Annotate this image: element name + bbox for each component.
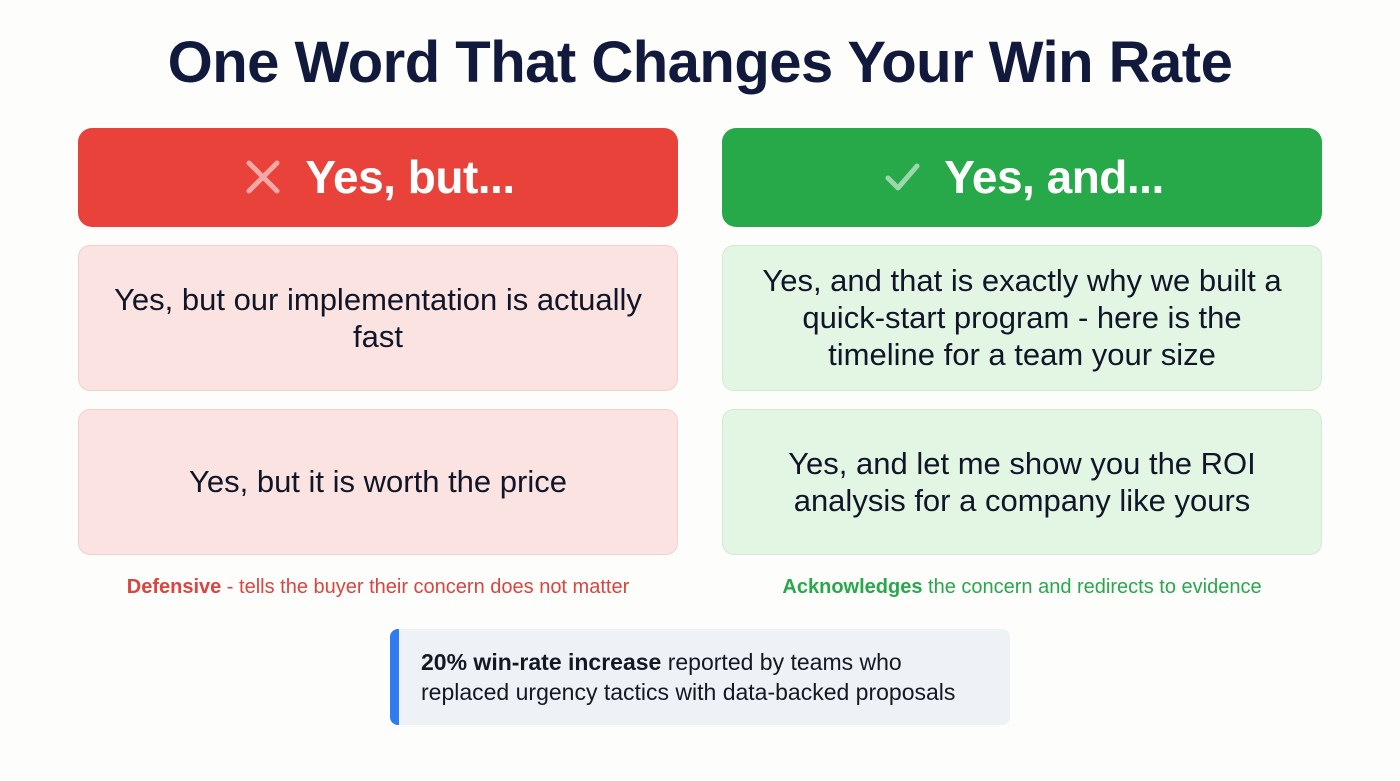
callout-text: 20% win-rate increase reported by teams … [399,629,1010,726]
check-mark-icon [880,155,924,199]
callout-rest: reported by teams who replaced urgency t… [421,648,956,706]
callout-container: 20% win-rate increase reported by teams … [0,628,1400,726]
column-caption-yes-but: Defensive - tells the buyer their concer… [78,575,678,599]
example-card-yes-but-1: Yes, but our implementation is actually … [78,244,678,391]
column-caption-rest: the concern and redirects to evidence [922,575,1262,598]
x-mark-icon [241,155,285,199]
example-card-yes-but-2: Yes, but it is worth the price [78,408,678,555]
example-card-yes-and-2: Yes, and let me show you the ROI analysi… [722,408,1322,555]
comparison-columns: Yes, but... Yes, but our implementation … [0,127,1400,599]
example-card-text: Yes, and let me show you the ROI analysi… [788,445,1256,518]
column-caption-rest: - tells the buyer their concern does not… [221,575,630,598]
column-header-label-yes-but: Yes, but... [305,151,515,204]
column-caption-lead: Defensive [126,575,222,598]
column-caption-yes-and: Acknowledges the concern and redirects t… [722,575,1322,599]
column-yes-and: Yes, and... Yes, and that is exactly why… [722,127,1322,599]
column-header-yes-but: Yes, but... [78,127,678,227]
stat-callout: 20% win-rate increase reported by teams … [390,628,1010,726]
example-card-text: Yes, and that is exactly why we built a … [762,262,1282,373]
column-header-label-yes-and: Yes, and... [944,151,1164,204]
callout-lead: 20% win-rate increase [421,648,662,675]
example-card-text: Yes, but our implementation is actually … [114,281,642,354]
column-yes-but: Yes, but... Yes, but our implementation … [78,127,678,599]
column-caption-lead: Acknowledges [782,575,923,598]
page-title: One Word That Changes Your Win Rate [167,30,1233,95]
example-card-text: Yes, but it is worth the price [189,464,567,500]
column-header-yes-and: Yes, and... [722,127,1322,227]
callout-accent-bar [390,628,399,726]
example-card-yes-and-1: Yes, and that is exactly why we built a … [722,244,1322,391]
